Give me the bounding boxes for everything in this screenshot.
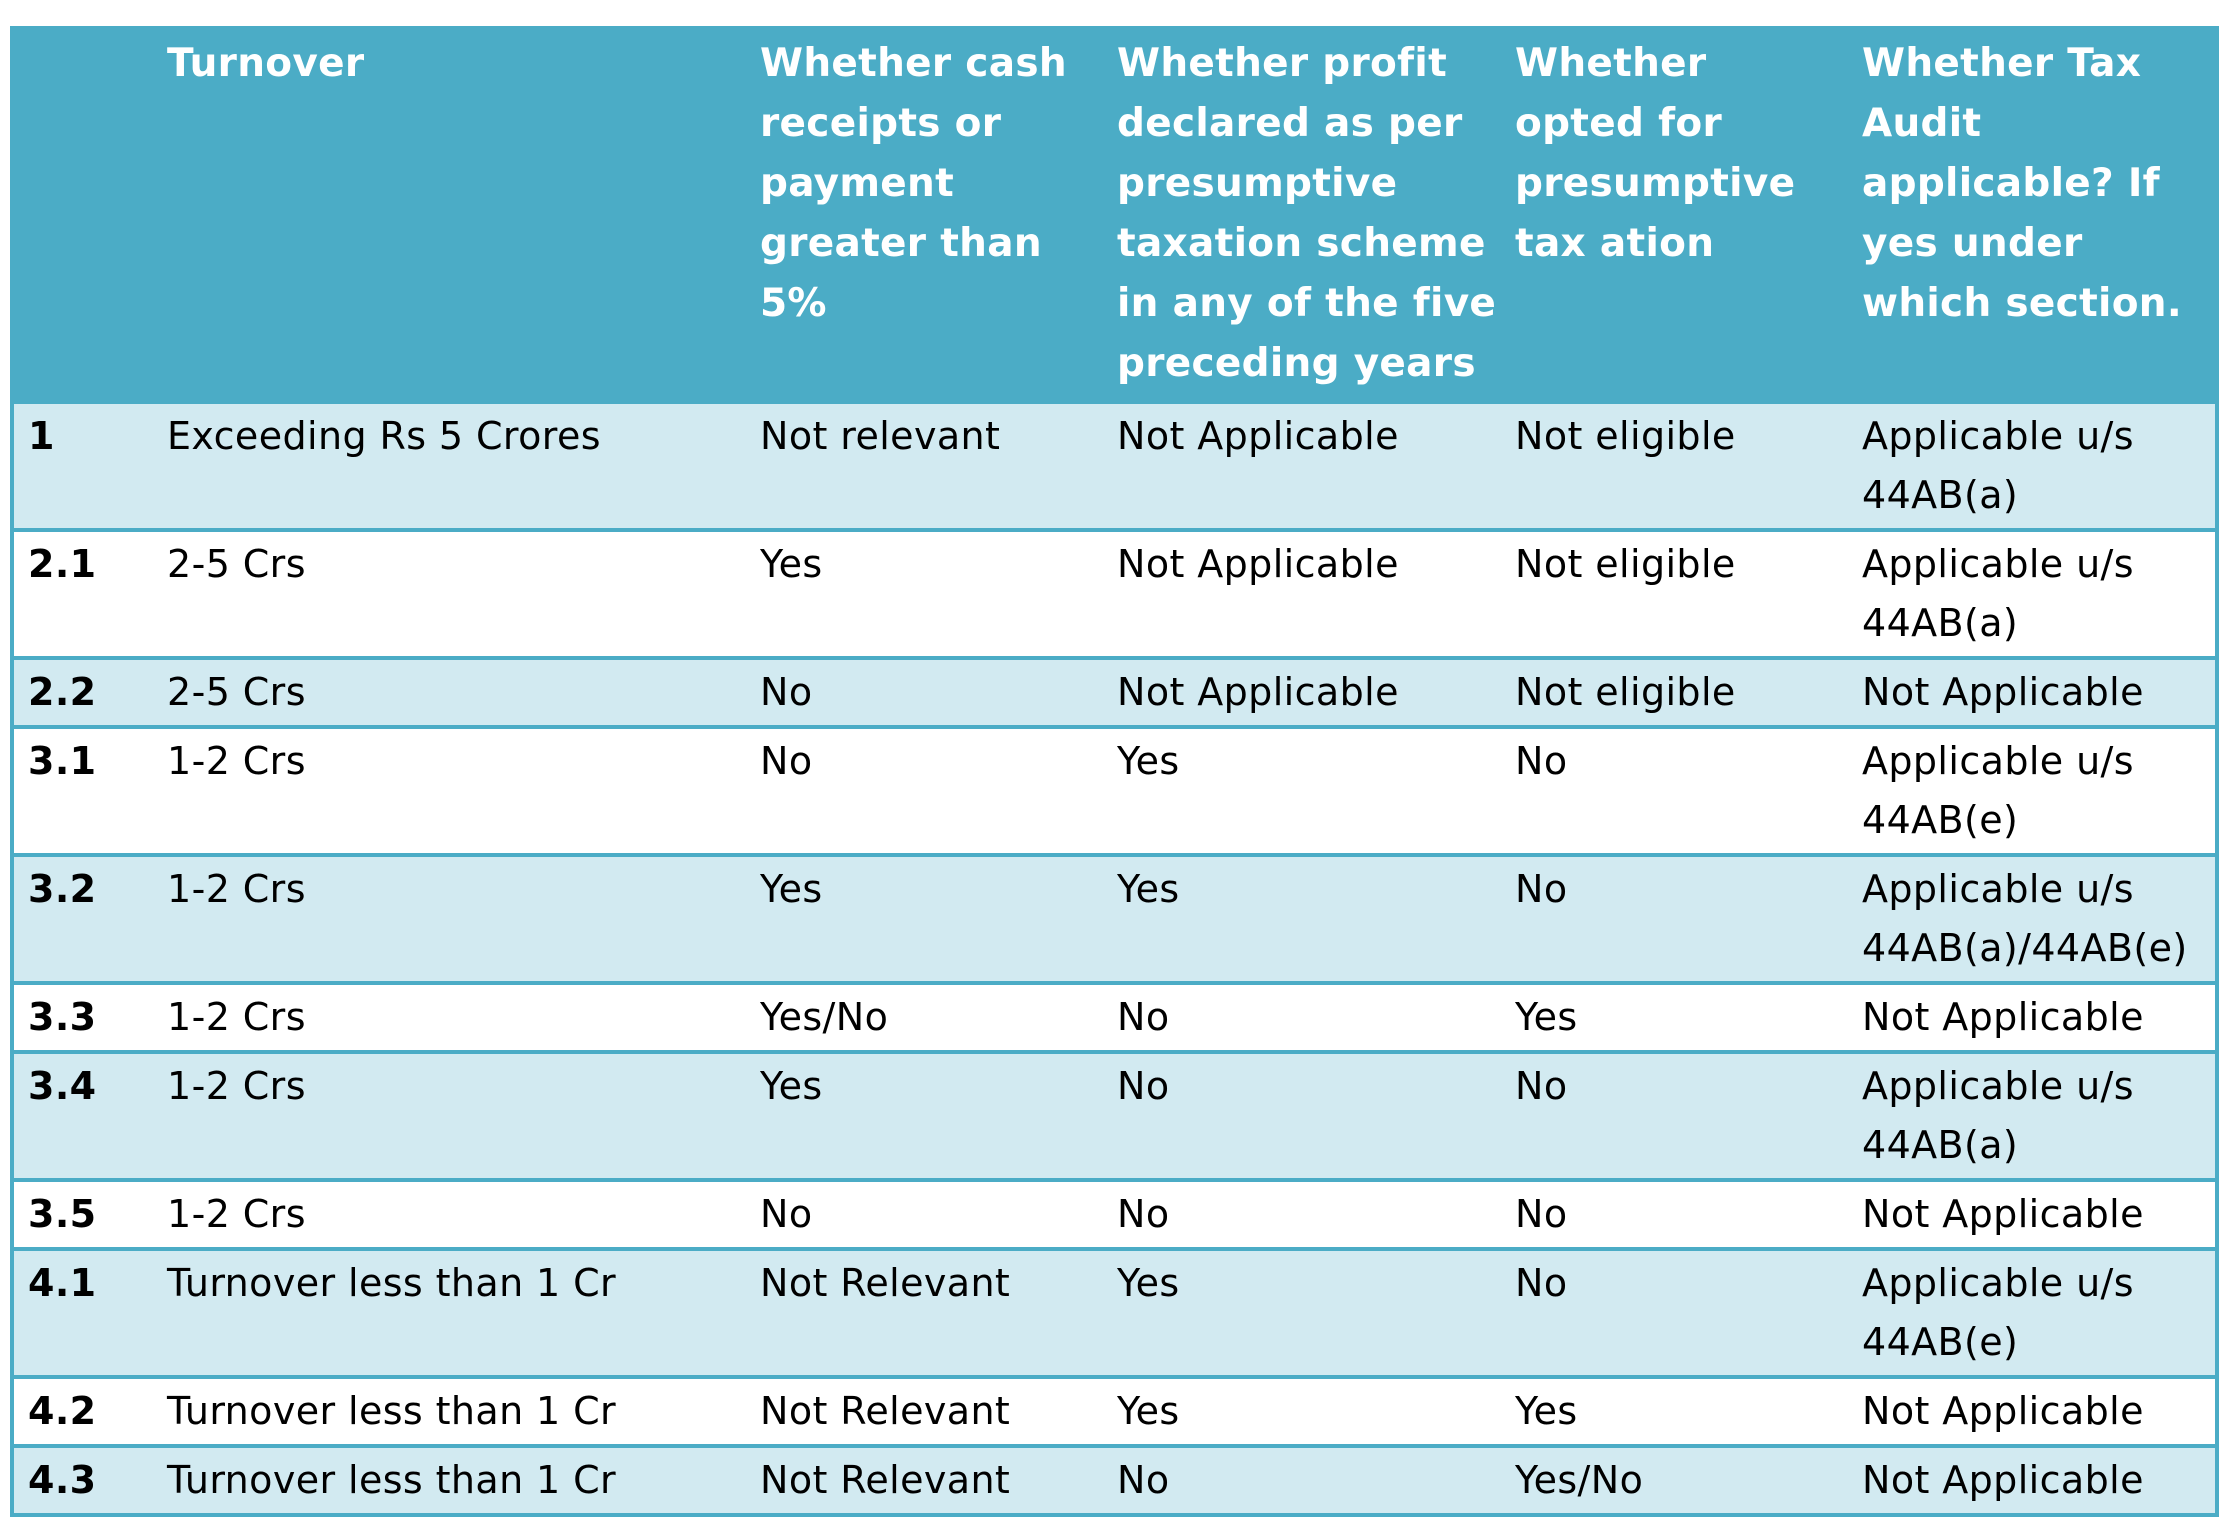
cell-tax-audit: Applicable u/s 44AB(a): [1852, 400, 2217, 530]
cell-cash-receipts: Yes/No: [750, 981, 1107, 1052]
cell-turnover: Turnover less than 1 Cr: [157, 1375, 750, 1446]
table-body: 1 Exceeding Rs 5 Crores Not relevant Not Ap…: [12, 400, 2217, 1515]
header-number: [12, 28, 157, 402]
table-row: 2.2 2-5 Crs No Not Applicable Not eligible No…: [12, 656, 2217, 727]
header-tax-audit: Whether Tax Audit applicable? If yes und…: [1852, 28, 2217, 402]
cell-tax-audit: Applicable u/s 44AB(a): [1852, 1050, 2217, 1180]
cell-opted-presumptive: No: [1505, 1178, 1852, 1249]
cell-turnover: Turnover less than 1 Cr: [157, 1444, 750, 1515]
cell-opted-presumptive: Yes: [1505, 981, 1852, 1052]
cell-number: 3.1: [12, 725, 157, 855]
cell-number: 3.5: [12, 1178, 157, 1249]
cell-number: 3.3: [12, 981, 157, 1052]
cell-opted-presumptive: Not eligible: [1505, 528, 1852, 658]
cell-opted-presumptive: No: [1505, 853, 1852, 983]
cell-profit-declared: Yes: [1107, 1375, 1505, 1446]
cell-number: 4.3: [12, 1444, 157, 1515]
cell-opted-presumptive: Not eligible: [1505, 400, 1852, 530]
cell-cash-receipts: No: [750, 1178, 1107, 1249]
table-row: 4.3 Turnover less than 1 Cr Not Relevant No…: [12, 1444, 2217, 1515]
header-cash-receipts: Whether cash receipts or payment greater…: [750, 28, 1107, 402]
table-row: 3.3 1-2 Crs Yes/No No Yes Not Applicable: [12, 981, 2217, 1052]
cell-turnover: 1-2 Crs: [157, 1178, 750, 1249]
cell-tax-audit: Applicable u/s 44AB(a)/44AB(e): [1852, 853, 2217, 983]
cell-opted-presumptive: No: [1505, 725, 1852, 855]
cell-number: 3.4: [12, 1050, 157, 1180]
header-turnover: Turnover: [157, 28, 750, 402]
cell-tax-audit: Applicable u/s 44AB(e): [1852, 1247, 2217, 1377]
cell-number: 2.1: [12, 528, 157, 658]
table-row: 3.2 1-2 Crs Yes Yes No Applicable u/s 44AB(a)…: [12, 853, 2217, 983]
header-profit-declared: Whether profit declared as per presumpti…: [1107, 28, 1505, 402]
cell-turnover: 1-2 Crs: [157, 725, 750, 855]
cell-turnover: 1-2 Crs: [157, 853, 750, 983]
cell-profit-declared: No: [1107, 1444, 1505, 1515]
cell-profit-declared: Yes: [1107, 853, 1505, 983]
cell-number: 4.2: [12, 1375, 157, 1446]
cell-opted-presumptive: No: [1505, 1050, 1852, 1180]
header-opted-presumptive: Whether opted for presumptive tax ation: [1505, 28, 1852, 402]
cell-turnover: 2-5 Crs: [157, 528, 750, 658]
header-row: Turnover Whether cash receipts or paymen…: [12, 28, 2217, 402]
cell-profit-declared: Not Applicable: [1107, 528, 1505, 658]
cell-tax-audit: Applicable u/s 44AB(e): [1852, 725, 2217, 855]
cell-tax-audit: Not Applicable: [1852, 1178, 2217, 1249]
cell-cash-receipts: Yes: [750, 853, 1107, 983]
cell-cash-receipts: No: [750, 656, 1107, 727]
cell-cash-receipts: Not Relevant: [750, 1375, 1107, 1446]
cell-cash-receipts: Yes: [750, 528, 1107, 658]
tax-audit-table-container: Turnover Whether cash receipts or paymen…: [10, 26, 2219, 1517]
cell-opted-presumptive: Not eligible: [1505, 656, 1852, 727]
cell-opted-presumptive: Yes/No: [1505, 1444, 1852, 1515]
table-row: 3.4 1-2 Crs Yes No No Applicable u/s 44AB(a): [12, 1050, 2217, 1180]
cell-number: 4.1: [12, 1247, 157, 1377]
cell-cash-receipts: Not relevant: [750, 400, 1107, 530]
cell-tax-audit: Not Applicable: [1852, 1444, 2217, 1515]
table-row: 3.1 1-2 Crs No Yes No Applicable u/s 44AB(e): [12, 725, 2217, 855]
cell-turnover: 2-5 Crs: [157, 656, 750, 727]
cell-turnover: Exceeding Rs 5 Crores: [157, 400, 750, 530]
cell-tax-audit: Not Applicable: [1852, 1375, 2217, 1446]
cell-cash-receipts: Not Relevant: [750, 1247, 1107, 1377]
cell-number: 1: [12, 400, 157, 530]
tax-audit-table: Turnover Whether cash receipts or paymen…: [10, 26, 2219, 1517]
table-row: 2.1 2-5 Crs Yes Not Applicable Not eligible A…: [12, 528, 2217, 658]
cell-profit-declared: Yes: [1107, 1247, 1505, 1377]
cell-profit-declared: No: [1107, 1050, 1505, 1180]
cell-opted-presumptive: No: [1505, 1247, 1852, 1377]
cell-profit-declared: Yes: [1107, 725, 1505, 855]
cell-turnover: 1-2 Crs: [157, 1050, 750, 1180]
table-row: 3.5 1-2 Crs No No No Not Applicable: [12, 1178, 2217, 1249]
table-row: 4.1 Turnover less than 1 Cr Not Relevant Ye…: [12, 1247, 2217, 1377]
cell-turnover: 1-2 Crs: [157, 981, 750, 1052]
cell-turnover: Turnover less than 1 Cr: [157, 1247, 750, 1377]
cell-number: 2.2: [12, 656, 157, 727]
cell-profit-declared: Not Applicable: [1107, 400, 1505, 530]
table-row: 1 Exceeding Rs 5 Crores Not relevant Not Ap…: [12, 400, 2217, 530]
cell-cash-receipts: Yes: [750, 1050, 1107, 1180]
cell-cash-receipts: Not Relevant: [750, 1444, 1107, 1515]
cell-profit-declared: No: [1107, 1178, 1505, 1249]
cell-profit-declared: No: [1107, 981, 1505, 1052]
cell-tax-audit: Not Applicable: [1852, 981, 2217, 1052]
cell-tax-audit: Applicable u/s 44AB(a): [1852, 528, 2217, 658]
cell-number: 3.2: [12, 853, 157, 983]
cell-opted-presumptive: Yes: [1505, 1375, 1852, 1446]
cell-cash-receipts: No: [750, 725, 1107, 855]
cell-profit-declared: Not Applicable: [1107, 656, 1505, 727]
table-row: 4.2 Turnover less than 1 Cr Not Relevant Ye…: [12, 1375, 2217, 1446]
cell-tax-audit: Not Applicable: [1852, 656, 2217, 727]
